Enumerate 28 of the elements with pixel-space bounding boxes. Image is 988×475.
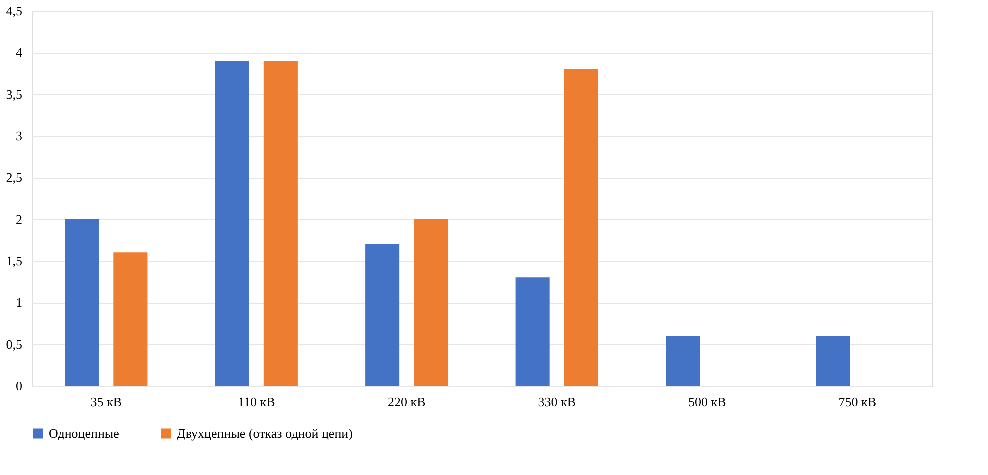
y-tick-label: 2,5: [6, 170, 22, 186]
bar: [65, 219, 100, 386]
y-tick-label: 4,5: [6, 4, 22, 18]
bar: [366, 244, 400, 386]
y-tick-label: 2: [16, 212, 22, 227]
x-tick-label: 220 кВ: [388, 394, 426, 410]
bar: [264, 61, 298, 386]
bar: [564, 69, 598, 386]
x-tick-label: 330 кВ: [538, 394, 576, 410]
y-tick-label: 0: [16, 378, 22, 394]
y-tick-label: 3,5: [6, 86, 22, 102]
bar: [666, 336, 700, 386]
bar: [516, 278, 550, 386]
x-tick-label: 110 кВ: [238, 394, 276, 410]
bar: [215, 61, 250, 386]
x-tick-label: 750 кВ: [838, 394, 877, 410]
legend-label: Одноцепные: [49, 426, 120, 441]
y-tick-label: 1: [16, 295, 22, 310]
bar: [414, 219, 448, 386]
x-tick-label: 500 кВ: [688, 394, 727, 410]
y-tick-label: 0,5: [6, 336, 22, 352]
y-tick-label: 1,5: [6, 254, 22, 268]
legend-label: Двухцепные (отказ одной цепи): [177, 426, 353, 441]
x-tick-label: 35 кВ: [90, 394, 122, 410]
y-tick-label: 4: [16, 45, 23, 60]
bar: [816, 336, 850, 386]
bar: [114, 252, 148, 386]
y-tick-label: 3: [16, 128, 22, 144]
